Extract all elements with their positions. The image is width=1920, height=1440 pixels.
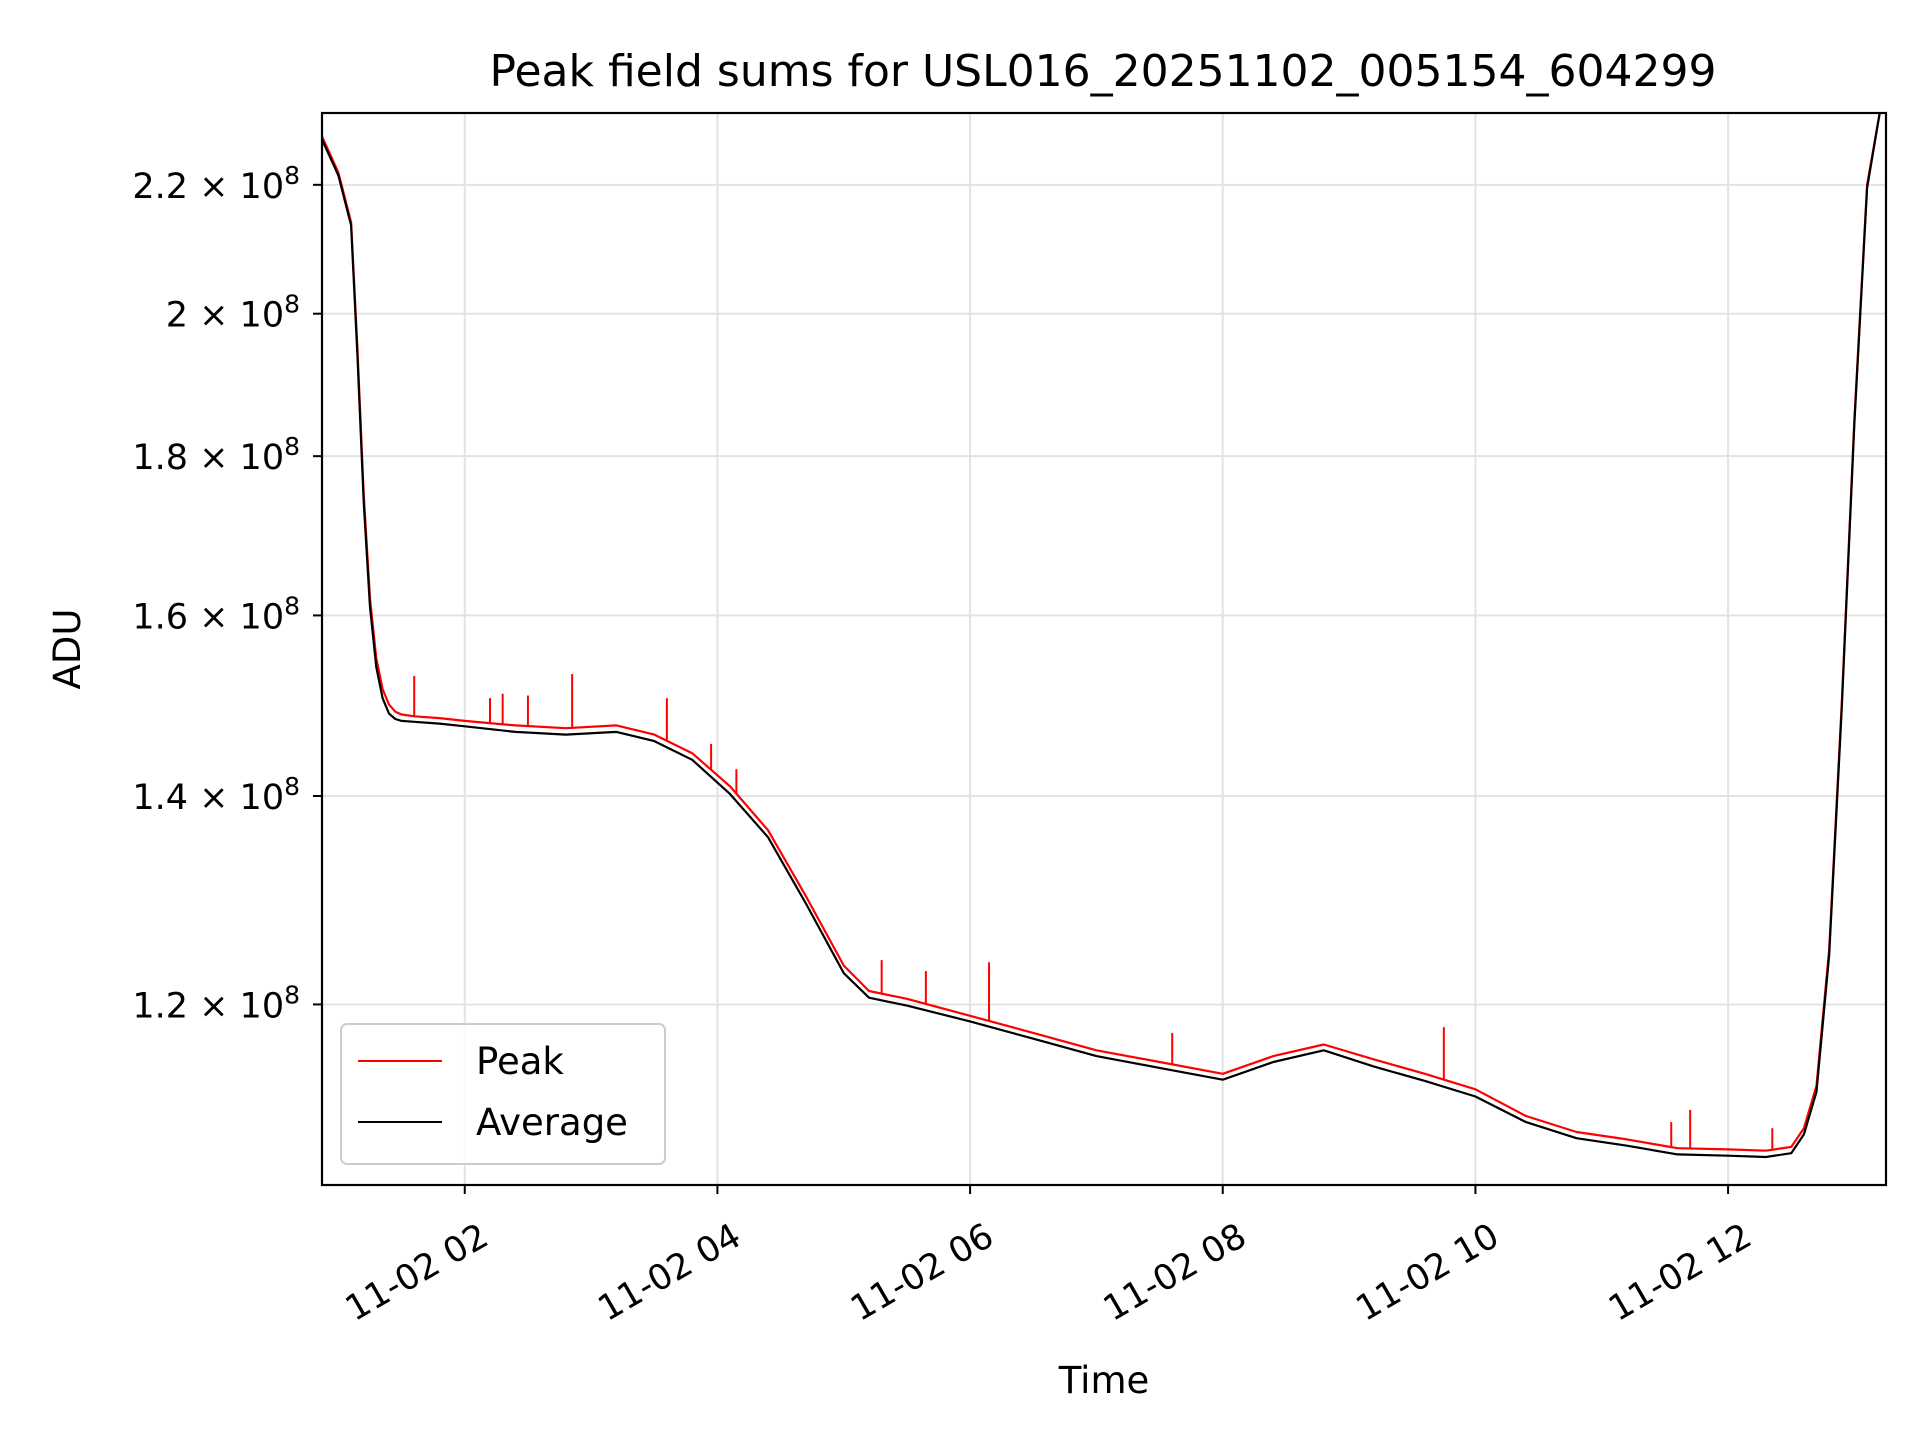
- legend-label-peak: Peak: [476, 1040, 564, 1083]
- chart-title: Peak field sums for USL016_20251102_0051…: [490, 46, 1717, 97]
- y-tick-label: 1.4 × 108: [132, 772, 300, 818]
- series-group: [322, 113, 1881, 1159]
- plot-frame: [320, 111, 1888, 1187]
- y-tick-label: 2.2 × 108: [132, 161, 300, 207]
- plot-area: [322, 113, 1881, 1159]
- series-line-peak: [322, 113, 1881, 1152]
- y-tick-label: 1.2 × 108: [132, 980, 300, 1026]
- legend-label-average: Average: [476, 1101, 628, 1144]
- y-axis: 1.2 × 108 1.4 × 108 1.6 × 108 1.8 × 108 2 × …: [132, 161, 322, 1026]
- y-tick-label: 1.6 × 108: [132, 591, 300, 637]
- legend-box: [340, 1023, 666, 1165]
- legend: Peak Average: [340, 1023, 666, 1165]
- y-axis-label: ADU: [46, 609, 89, 690]
- series-line-average: [322, 113, 1881, 1159]
- grid: [322, 113, 1886, 1185]
- y-tick-label: 1.8 × 108: [132, 432, 300, 478]
- x-axis-label: Time: [1058, 1359, 1150, 1402]
- y-tick-label: 2 × 108: [166, 290, 300, 336]
